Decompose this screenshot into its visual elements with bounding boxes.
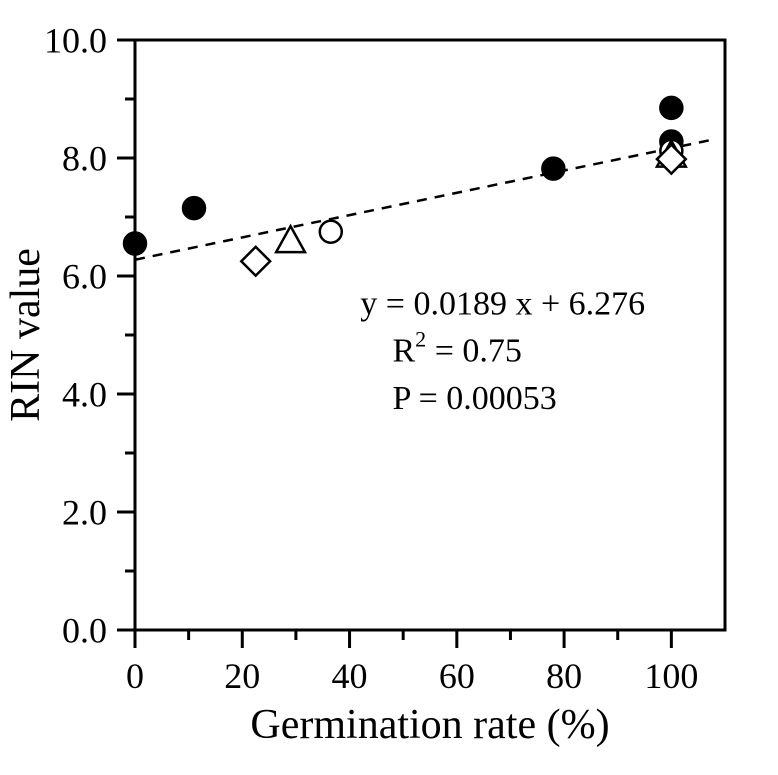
svg-text:100: 100 — [644, 656, 698, 696]
svg-text:4.0: 4.0 — [62, 375, 107, 415]
svg-text:P = 0.00053: P = 0.00053 — [392, 380, 556, 417]
svg-text:Germination rate (%): Germination rate (%) — [250, 702, 609, 748]
svg-text:2.0: 2.0 — [62, 493, 107, 533]
chart-svg: 0 20 40 60 80 100 0.0 2.0 4.0 6.0 8.0 10.0 Germinati… — [0, 0, 778, 775]
svg-text:0: 0 — [126, 656, 144, 696]
svg-text:0.0: 0.0 — [62, 611, 107, 651]
svg-text:10.0: 10.0 — [44, 21, 107, 61]
svg-text:6.0: 6.0 — [62, 257, 107, 297]
svg-text:40: 40 — [332, 656, 368, 696]
svg-text:R2 = 0.75: R2 = 0.75 — [392, 326, 521, 369]
svg-text:y = 0.0189 x + 6.276: y = 0.0189 x + 6.276 — [360, 285, 645, 322]
scatter-chart: 0 20 40 60 80 100 0.0 2.0 4.0 6.0 8.0 10.0 Germinati… — [0, 0, 778, 775]
svg-text:80: 80 — [546, 656, 582, 696]
svg-text:RIN value: RIN value — [3, 248, 49, 422]
svg-text:20: 20 — [224, 656, 260, 696]
svg-text:8.0: 8.0 — [62, 139, 107, 179]
svg-text:60: 60 — [439, 656, 475, 696]
